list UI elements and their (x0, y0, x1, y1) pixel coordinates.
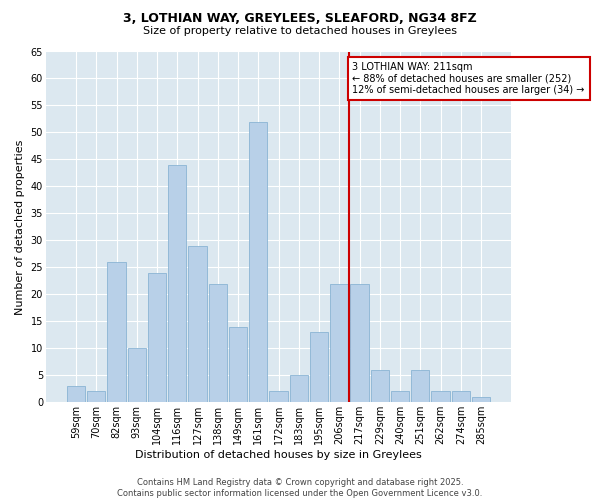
Text: 3 LOTHIAN WAY: 211sqm
← 88% of detached houses are smaller (252)
12% of semi-det: 3 LOTHIAN WAY: 211sqm ← 88% of detached … (352, 62, 585, 96)
Bar (371, 370, 389, 402)
Bar (107, 262, 126, 402)
Bar (249, 122, 268, 402)
Text: 3, LOTHIAN WAY, GREYLEES, SLEAFORD, NG34 8FZ: 3, LOTHIAN WAY, GREYLEES, SLEAFORD, NG34… (123, 12, 477, 26)
Bar (148, 273, 166, 402)
X-axis label: Distribution of detached houses by size in Greylees: Distribution of detached houses by size … (135, 450, 422, 460)
Bar (290, 376, 308, 402)
Bar (310, 332, 328, 402)
Bar (168, 165, 187, 402)
Bar (67, 386, 85, 402)
Bar (391, 392, 409, 402)
Bar (229, 326, 247, 402)
Y-axis label: Number of detached properties: Number of detached properties (15, 139, 25, 314)
Bar (87, 392, 106, 402)
Bar (128, 348, 146, 403)
Bar (269, 392, 287, 402)
Bar (452, 392, 470, 402)
Text: Size of property relative to detached houses in Greylees: Size of property relative to detached ho… (143, 26, 457, 36)
Text: Contains HM Land Registry data © Crown copyright and database right 2025.
Contai: Contains HM Land Registry data © Crown c… (118, 478, 482, 498)
Bar (188, 246, 206, 402)
Bar (472, 397, 490, 402)
Bar (431, 392, 449, 402)
Bar (330, 284, 349, 403)
Bar (411, 370, 430, 402)
Bar (350, 284, 368, 403)
Bar (209, 284, 227, 403)
